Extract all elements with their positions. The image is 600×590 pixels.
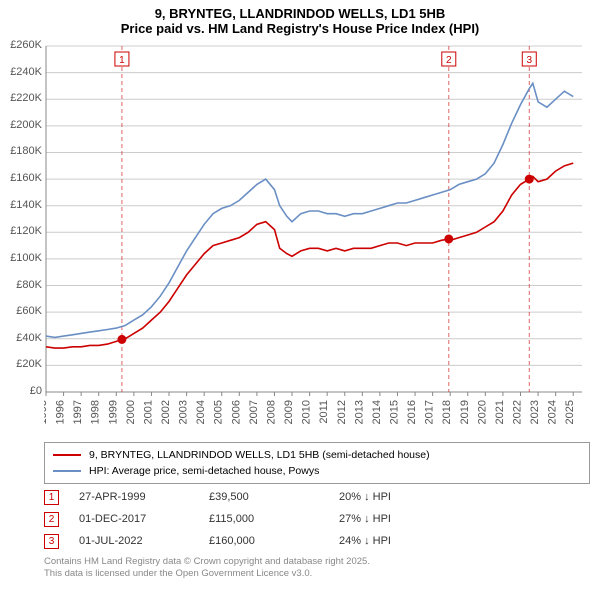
x-tick-label: 2002 (160, 400, 172, 424)
credits-line-1: Contains HM Land Registry data © Crown c… (44, 556, 370, 568)
x-tick-label: 2010 (301, 400, 313, 424)
y-tick-label: £140K (10, 199, 42, 211)
x-tick-label: 2006 (230, 400, 242, 424)
sale-marker-number: 1 (119, 55, 125, 66)
x-tick-label: 2013 (353, 400, 365, 424)
legend-label: HPI: Average price, semi-detached house,… (89, 465, 319, 477)
credits: Contains HM Land Registry data © Crown c… (44, 556, 370, 581)
sales-row-delta: 20% ↓ HPI (339, 491, 391, 503)
y-tick-label: £160K (10, 172, 42, 184)
x-tick-label: 2018 (441, 400, 453, 424)
x-tick-label: 1996 (55, 400, 67, 424)
sales-row-date: 27-APR-1999 (79, 491, 209, 503)
x-tick-label: 1998 (90, 400, 102, 424)
y-tick-label: £220K (10, 92, 42, 104)
sales-row-number-box: 2 (44, 512, 59, 527)
x-tick-label: 2015 (388, 400, 400, 424)
x-tick-label: 2007 (248, 400, 260, 424)
y-tick-label: £20K (16, 358, 42, 370)
sale-marker-dot (118, 335, 126, 343)
series-hpi (46, 83, 573, 337)
legend-item: HPI: Average price, semi-detached house,… (53, 463, 581, 479)
x-tick-label: 2003 (178, 400, 190, 424)
title-line-1: 9, BRYNTEG, LLANDRINDOD WELLS, LD1 5HB (0, 6, 600, 21)
chart-container: 9, BRYNTEG, LLANDRINDOD WELLS, LD1 5HB P… (0, 0, 600, 590)
sale-marker-dot (525, 175, 533, 183)
y-tick-label: £40K (16, 332, 42, 344)
x-tick-label: 2005 (213, 400, 225, 424)
y-tick-label: £80K (16, 279, 42, 291)
y-tick-label: £120K (10, 225, 42, 237)
sales-row-number-box: 3 (44, 534, 59, 549)
y-tick-label: £200K (10, 119, 42, 131)
sales-row: 2 01-DEC-2017£115,00027% ↓ HPI (44, 508, 590, 530)
x-tick-label: 1995 (44, 400, 49, 424)
y-tick-label: £0 (30, 385, 42, 397)
sales-row-price: £39,500 (209, 491, 339, 503)
sale-marker-number: 3 (526, 55, 532, 66)
x-tick-label: 2014 (371, 400, 383, 424)
legend-item: 9, BRYNTEG, LLANDRINDOD WELLS, LD1 5HB (… (53, 447, 581, 463)
legend-label: 9, BRYNTEG, LLANDRINDOD WELLS, LD1 5HB (… (89, 449, 430, 461)
sale-marker-number: 2 (446, 55, 452, 66)
sales-row: 1 27-APR-1999£39,50020% ↓ HPI (44, 486, 590, 508)
series-price_paid (46, 163, 573, 348)
x-tick-label: 2022 (511, 400, 523, 424)
legend: 9, BRYNTEG, LLANDRINDOD WELLS, LD1 5HB (… (44, 442, 590, 484)
sale-marker-dot (445, 235, 453, 243)
credits-line-2: This data is licensed under the Open Gov… (44, 568, 370, 580)
sales-row-price: £160,000 (209, 535, 339, 547)
x-tick-label: 2025 (564, 400, 576, 424)
x-tick-label: 1999 (107, 400, 119, 424)
x-tick-label: 2017 (424, 400, 436, 424)
y-tick-label: £180K (10, 145, 42, 157)
x-tick-label: 2011 (318, 400, 330, 424)
sales-table: 1 27-APR-1999£39,50020% ↓ HPI 2 01-DEC-2017… (44, 486, 590, 552)
x-tick-label: 2016 (406, 400, 418, 424)
legend-swatch (53, 470, 81, 472)
x-tick-label: 2009 (283, 400, 295, 424)
x-tick-label: 2021 (494, 400, 506, 424)
sales-row-delta: 27% ↓ HPI (339, 513, 391, 525)
y-tick-label: £60K (16, 305, 42, 317)
sales-row-number-box: 1 (44, 490, 59, 505)
y-tick-label: £100K (10, 252, 42, 264)
x-tick-label: 2020 (476, 400, 488, 424)
x-tick-label: 2023 (529, 400, 541, 424)
y-tick-label: £240K (10, 66, 42, 78)
sales-row-date: 01-JUL-2022 (79, 535, 209, 547)
x-tick-label: 2012 (336, 400, 348, 424)
sales-row-delta: 24% ↓ HPI (339, 535, 391, 547)
x-tick-label: 2008 (265, 400, 277, 424)
line-chart: 1995 1996 1997 1998 1999 2000 2001 2002 2003 2004… (44, 42, 590, 430)
sales-row-date: 01-DEC-2017 (79, 513, 209, 525)
sales-row-price: £115,000 (209, 513, 339, 525)
legend-swatch (53, 454, 81, 456)
x-tick-label: 2004 (195, 400, 207, 424)
x-tick-label: 2000 (125, 400, 137, 424)
sales-row: 3 01-JUL-2022£160,00024% ↓ HPI (44, 530, 590, 552)
title-block: 9, BRYNTEG, LLANDRINDOD WELLS, LD1 5HB P… (0, 0, 600, 36)
x-tick-label: 2019 (459, 400, 471, 424)
x-tick-label: 2024 (547, 400, 559, 424)
title-line-2: Price paid vs. HM Land Registry's House … (0, 21, 600, 36)
x-tick-label: 1997 (72, 400, 84, 424)
y-tick-label: £260K (10, 39, 42, 51)
x-tick-label: 2001 (142, 400, 154, 424)
